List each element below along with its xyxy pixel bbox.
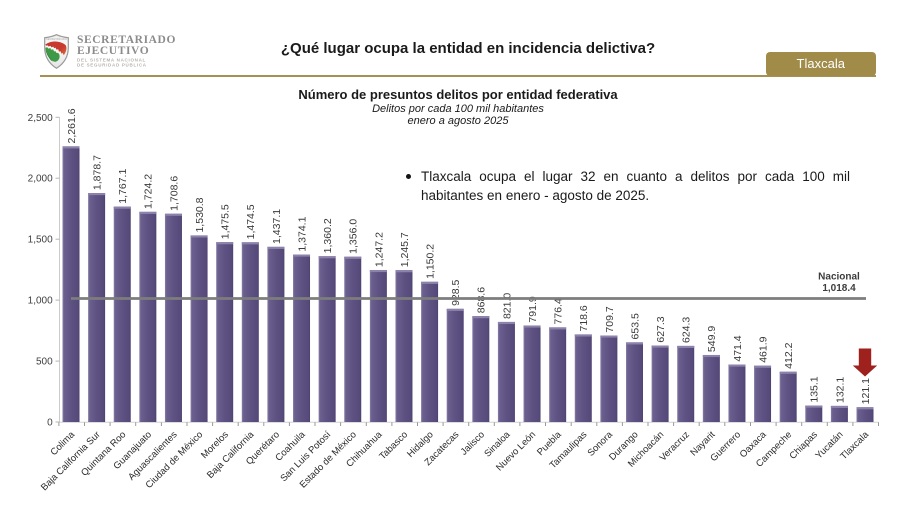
svg-text:1,000: 1,000 — [28, 296, 53, 307]
svg-text:1,474.5: 1,474.5 — [245, 204, 257, 239]
svg-text:1,374.1: 1,374.1 — [296, 216, 308, 251]
svg-text:821.0: 821.0 — [501, 293, 513, 319]
svg-text:Tlaxcala: Tlaxcala — [838, 429, 871, 462]
svg-text:SECRETARIADO: SECRETARIADO — [45, 38, 66, 41]
svg-text:500: 500 — [36, 357, 53, 368]
svg-text:868.6: 868.6 — [476, 287, 488, 313]
svg-text:1,437.1: 1,437.1 — [271, 209, 283, 244]
svg-text:2,000: 2,000 — [28, 174, 53, 185]
svg-text:461.9: 461.9 — [757, 336, 769, 362]
svg-text:1,150.2: 1,150.2 — [424, 244, 436, 279]
svg-text:1,724.2: 1,724.2 — [143, 174, 155, 209]
svg-text:132.1: 132.1 — [834, 377, 846, 403]
svg-text:791.9: 791.9 — [527, 296, 539, 322]
svg-text:412.2: 412.2 — [783, 342, 795, 368]
svg-text:1,500: 1,500 — [28, 235, 53, 246]
svg-text:627.3: 627.3 — [655, 316, 667, 342]
svg-text:1,360.2: 1,360.2 — [322, 218, 334, 253]
svg-text:1,245.7: 1,245.7 — [399, 232, 411, 267]
svg-text:1,018.4: 1,018.4 — [822, 283, 856, 294]
svg-text:2,261.6: 2,261.6 — [66, 108, 78, 143]
svg-text:1,475.5: 1,475.5 — [220, 204, 232, 239]
svg-text:549.9: 549.9 — [706, 326, 718, 352]
svg-text:471.4: 471.4 — [732, 335, 744, 361]
svg-text:624.3: 624.3 — [681, 317, 693, 343]
svg-text:1,878.7: 1,878.7 — [92, 155, 104, 190]
svg-text:Nacional: Nacional — [818, 272, 860, 283]
svg-text:135.1: 135.1 — [809, 376, 821, 402]
svg-text:0: 0 — [47, 418, 53, 429]
svg-text:121.1: 121.1 — [860, 378, 872, 404]
svg-text:928.5: 928.5 — [450, 279, 462, 305]
svg-text:1,247.2: 1,247.2 — [373, 232, 385, 267]
svg-text:2,500: 2,500 — [28, 113, 53, 124]
svg-text:1,356.0: 1,356.0 — [348, 219, 360, 254]
svg-text:653.5: 653.5 — [629, 313, 641, 339]
svg-text:709.7: 709.7 — [604, 306, 616, 332]
svg-text:1,530.8: 1,530.8 — [194, 197, 206, 232]
svg-text:1,767.1: 1,767.1 — [117, 169, 129, 204]
svg-text:1,708.6: 1,708.6 — [168, 176, 180, 211]
svg-text:Tabasco: Tabasco — [377, 429, 410, 462]
svg-text:718.6: 718.6 — [578, 305, 590, 331]
svg-text:Chiapas: Chiapas — [787, 429, 820, 462]
svg-text:776.4: 776.4 — [553, 298, 565, 324]
